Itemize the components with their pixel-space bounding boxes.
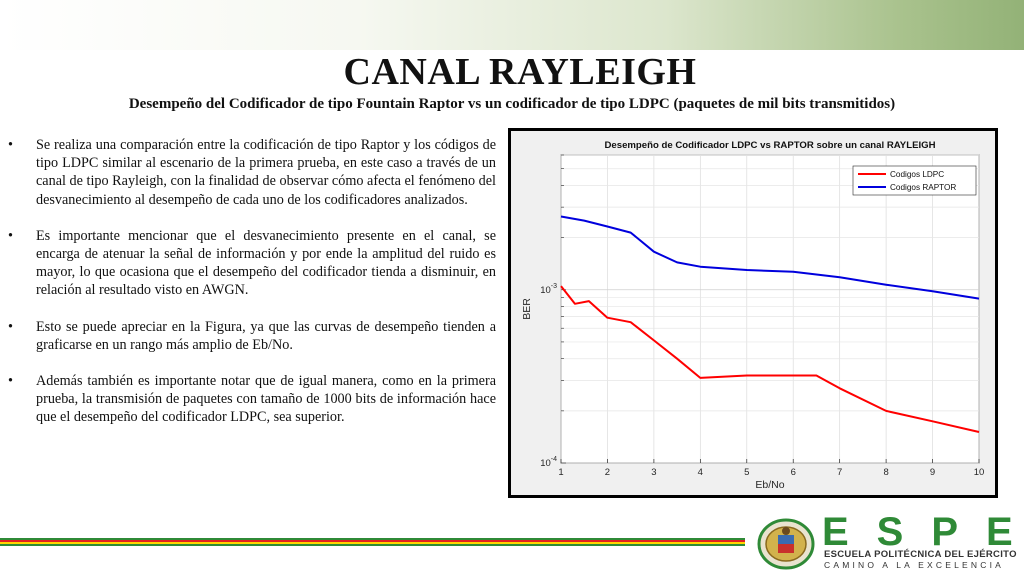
bullet-dot: • xyxy=(8,137,13,153)
bullet-item: • Es importante mencionar que el desvane… xyxy=(8,227,496,300)
slide-subtitle: Desempeño del Codificador de tipo Founta… xyxy=(128,96,896,112)
espe-seal-logo xyxy=(757,518,815,570)
x-tick-label: 6 xyxy=(791,467,796,478)
data-lines xyxy=(560,215,980,433)
espe-brand-letters: ESPE xyxy=(822,510,1024,554)
ber-chart: 1 2 3 4 5 6 7 8 9 10 10-3 10-4 Desempeño de Codific… xyxy=(521,140,985,491)
stripe-band xyxy=(0,540,745,542)
x-tick-label: 10 xyxy=(974,467,985,478)
legend-box xyxy=(852,165,977,196)
bullet-text: Se realiza una comparación entre la codi… xyxy=(36,137,496,208)
x-tick-label: 9 xyxy=(930,467,935,478)
series-line-ldpc xyxy=(560,285,980,433)
bullet-dot: • xyxy=(8,318,13,335)
stripe-band xyxy=(0,542,745,544)
bullet-list: • Se realiza una comparación entre la co… xyxy=(8,136,496,445)
x-tick-label: 8 xyxy=(883,467,888,478)
slide-title: CANAL RAYLEIGH xyxy=(343,51,697,93)
bullet-item: • Además también es importante notar que… xyxy=(8,372,496,427)
espe-institution-name: ESCUELA POLITÉCNICA DEL EJÉRCITO xyxy=(824,549,1017,560)
x-tick-label: 3 xyxy=(651,467,656,478)
x-tick-label: 4 xyxy=(698,467,703,478)
bullet-text: Esto se puede apreciar en la Figura, ya … xyxy=(36,318,496,353)
x-tick-label: 7 xyxy=(837,467,842,478)
bullet-item: • Esto se puede apreciar en la Figura, y… xyxy=(8,318,496,354)
top-header-bar xyxy=(0,0,1024,50)
y-axis-label: BER xyxy=(521,298,533,320)
chart-title: Desempeño de Codificador LDPC vs RAPTOR … xyxy=(604,140,935,151)
espe-motto: CAMINO A LA EXCELENCIA xyxy=(824,560,1004,570)
chart-frame: 1 2 3 4 5 6 7 8 9 10 10-3 10-4 Desempeño de Codific… xyxy=(508,128,998,498)
series-line-raptor xyxy=(560,215,980,300)
legend-label-ldpc: Codigos LDPC xyxy=(890,170,944,179)
bullet-text: Además también es importante notar que d… xyxy=(36,373,496,426)
x-tick-label: 1 xyxy=(558,467,563,478)
flag-stripe xyxy=(0,538,745,548)
bullet-item: • Se realiza una comparación entre la co… xyxy=(8,136,496,209)
bullet-dot: • xyxy=(8,373,13,390)
bullet-text: Es importante mencionar que el desvaneci… xyxy=(36,227,496,299)
legend-label-raptor: Codigos RAPTOR xyxy=(890,183,956,192)
legend: Codigos LDPC Codigos RAPTOR xyxy=(852,165,977,196)
stripe-band xyxy=(0,538,745,540)
bullet-dot: • xyxy=(8,227,13,244)
grid-lines xyxy=(560,154,980,464)
x-axis-label: Eb/No xyxy=(755,479,784,491)
y-tick-label: 10-3 xyxy=(540,283,557,296)
x-tick-label: 5 xyxy=(744,467,749,478)
chart-background: 1 2 3 4 5 6 7 8 9 10 10-3 10-4 Desempeño de Codific… xyxy=(511,131,995,495)
y-tick-label: 10-4 xyxy=(540,456,557,469)
stripe-band xyxy=(0,544,745,546)
x-tick-label: 2 xyxy=(605,467,610,478)
axis-ticks: 1 2 3 4 5 6 7 8 9 10 10-3 10-4 xyxy=(540,154,985,478)
plot-area xyxy=(560,154,980,464)
